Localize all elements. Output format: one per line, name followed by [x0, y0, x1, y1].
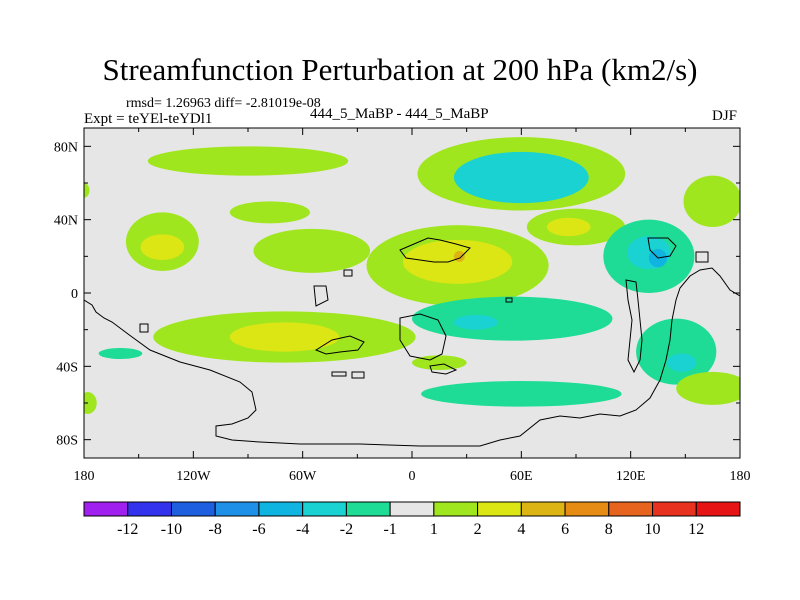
colorbar-box — [608, 501, 654, 517]
x-tick-label: 60E — [510, 469, 533, 484]
coastline — [139, 323, 149, 333]
anomaly-region — [453, 151, 589, 204]
colorbar-box — [302, 501, 347, 517]
anomaly-region — [676, 371, 740, 405]
coastline — [343, 269, 353, 277]
coastline — [351, 371, 365, 379]
x-tick-label: 60W — [289, 469, 317, 484]
anomaly-region — [229, 201, 310, 224]
anomaly-region — [453, 315, 498, 330]
colorbar-label: 4 — [517, 521, 525, 538]
coastline — [625, 279, 643, 374]
colorbar-box — [83, 501, 129, 517]
coastline — [429, 363, 458, 375]
anomaly-region — [636, 318, 717, 385]
x-tick-label: 0 — [409, 469, 416, 484]
season-label: DJF — [712, 108, 738, 124]
coastline — [314, 335, 365, 355]
coastline — [331, 371, 347, 377]
colorbar-label: 12 — [688, 521, 704, 538]
anomaly-region — [453, 250, 465, 262]
anomaly-region — [667, 353, 697, 372]
y-tick-label: 40N — [54, 214, 78, 229]
anomaly-region — [84, 392, 97, 414]
experiment-label: Expt = teYEl-teYDl1 — [84, 111, 213, 127]
colorbar-label: 2 — [474, 521, 482, 538]
x-tick-label: 180 — [74, 469, 95, 484]
coastline — [695, 251, 709, 263]
x-tick-label: 180 — [730, 469, 751, 484]
colorbar-label: -2 — [340, 521, 353, 538]
y-tick-label: 40S — [56, 360, 78, 375]
anomaly-region — [546, 217, 591, 237]
colorbar-box — [520, 501, 566, 517]
anomaly-region — [98, 348, 143, 359]
anomaly-region — [253, 228, 371, 273]
colorbar-box — [564, 501, 610, 517]
case-name-label: 444_5_MaBP - 444_5_MaBP — [310, 106, 489, 122]
coastline — [399, 313, 447, 361]
y-tick-label: 80S — [56, 434, 78, 449]
anomaly-layer — [84, 137, 740, 414]
coastline — [505, 297, 513, 303]
colorbar-box — [389, 501, 435, 517]
colorbar-label: -6 — [252, 521, 265, 538]
anomaly-region — [229, 322, 340, 352]
colorbar-label: -8 — [209, 521, 222, 538]
stats-label: rmsd= 1.26963 diff= -2.81019e-08 — [126, 96, 321, 111]
colorbar-box — [433, 501, 479, 517]
colorbar-box — [127, 501, 172, 517]
colorbar-label: 1 — [430, 521, 438, 538]
coastline — [647, 237, 677, 259]
colorbar-label: -1 — [383, 521, 396, 538]
coastline — [399, 237, 471, 263]
y-tick-label: 80N — [54, 140, 78, 155]
anomaly-region — [140, 234, 185, 260]
x-tick-label: 120E — [616, 469, 646, 484]
colorbar-box — [345, 501, 391, 517]
colorbar-box — [652, 501, 697, 517]
coastline — [84, 267, 740, 447]
anomaly-region — [147, 146, 349, 176]
colorbar-box — [258, 501, 304, 517]
colorbar-label: 10 — [645, 521, 661, 538]
colorbar-label: 8 — [605, 521, 613, 538]
anomaly-region — [421, 381, 622, 407]
anomaly-region — [84, 183, 90, 198]
colorbar-box — [214, 501, 260, 517]
colorbar-label: -12 — [117, 521, 138, 538]
anomaly-region — [412, 296, 613, 341]
anomaly-region — [402, 239, 513, 284]
colorbar-label: 6 — [561, 521, 569, 538]
colorbar-label: -10 — [161, 521, 182, 538]
y-tick-label: 0 — [71, 287, 78, 302]
coastline — [313, 285, 329, 307]
colorbar-box — [170, 501, 216, 517]
colorbar-label: -4 — [296, 521, 309, 538]
anomaly-region — [683, 175, 740, 227]
x-tick-label: 120W — [176, 469, 211, 484]
colorbar-box — [695, 501, 741, 517]
colorbar-box — [477, 501, 522, 517]
coastline-layer — [84, 237, 740, 447]
chart-title: Streamfunction Perturbation at 200 hPa (… — [102, 52, 698, 87]
